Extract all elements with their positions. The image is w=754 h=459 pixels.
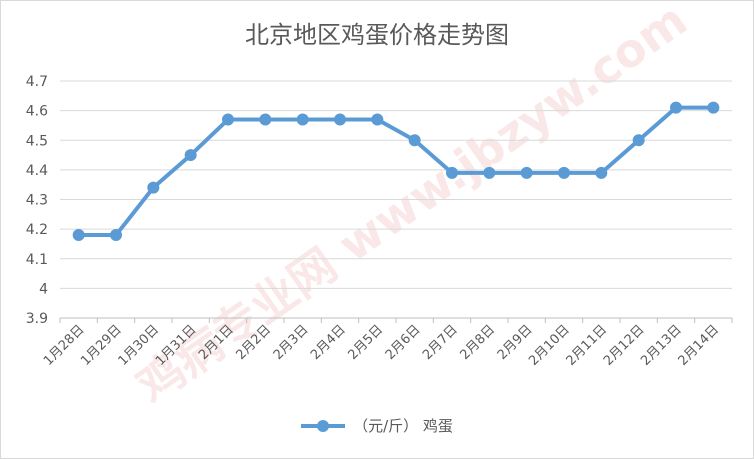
- y-tick-label: 4.3: [26, 193, 48, 209]
- data-point: [147, 181, 160, 194]
- data-point: [707, 101, 720, 114]
- y-tick-label: 4.4: [26, 163, 48, 179]
- data-point: [110, 229, 122, 242]
- data-point: [520, 166, 533, 179]
- x-tick-label: 2月7日: [420, 322, 461, 363]
- x-tick-label: 2月8日: [457, 322, 498, 363]
- data-point: [296, 113, 309, 126]
- legend: （元/斤） 鸡蛋: [1, 415, 753, 436]
- data-point: [408, 134, 421, 147]
- y-tick-label: 4.6: [26, 104, 48, 120]
- data-point: [483, 166, 496, 179]
- x-tick-label: 2月12日: [601, 322, 648, 369]
- x-tick-label: 2月14日: [676, 322, 723, 369]
- x-tick-label: 2月4日: [308, 322, 349, 363]
- chart-title: 北京地区鸡蛋价格走势图: [245, 21, 509, 49]
- data-point: [446, 166, 458, 179]
- y-tick-label: 4.5: [26, 133, 48, 149]
- y-tick-label: 4.1: [26, 252, 48, 268]
- data-point: [334, 113, 346, 126]
- legend-label: （元/斤） 鸡蛋: [353, 417, 453, 435]
- data-point: [184, 149, 197, 162]
- data-point: [632, 134, 645, 147]
- data-point: [72, 229, 85, 242]
- legend-marker: [301, 419, 346, 433]
- x-tick-label: 1月28日: [41, 322, 88, 369]
- x-tick-label: 2月5日: [345, 322, 386, 363]
- data-point: [222, 113, 234, 126]
- data-point: [259, 113, 272, 126]
- data-point: [558, 166, 570, 179]
- data-point: [371, 113, 384, 126]
- y-tick-label: 4.2: [26, 222, 48, 238]
- y-tick-label: 4: [39, 281, 48, 297]
- data-point: [670, 101, 682, 114]
- x-tick-label: 2月6日: [383, 322, 424, 363]
- y-tick-label: 4.7: [26, 74, 48, 90]
- data-point: [595, 166, 608, 179]
- series-line: [76, 105, 716, 238]
- y-tick-label: 3.9: [26, 311, 48, 327]
